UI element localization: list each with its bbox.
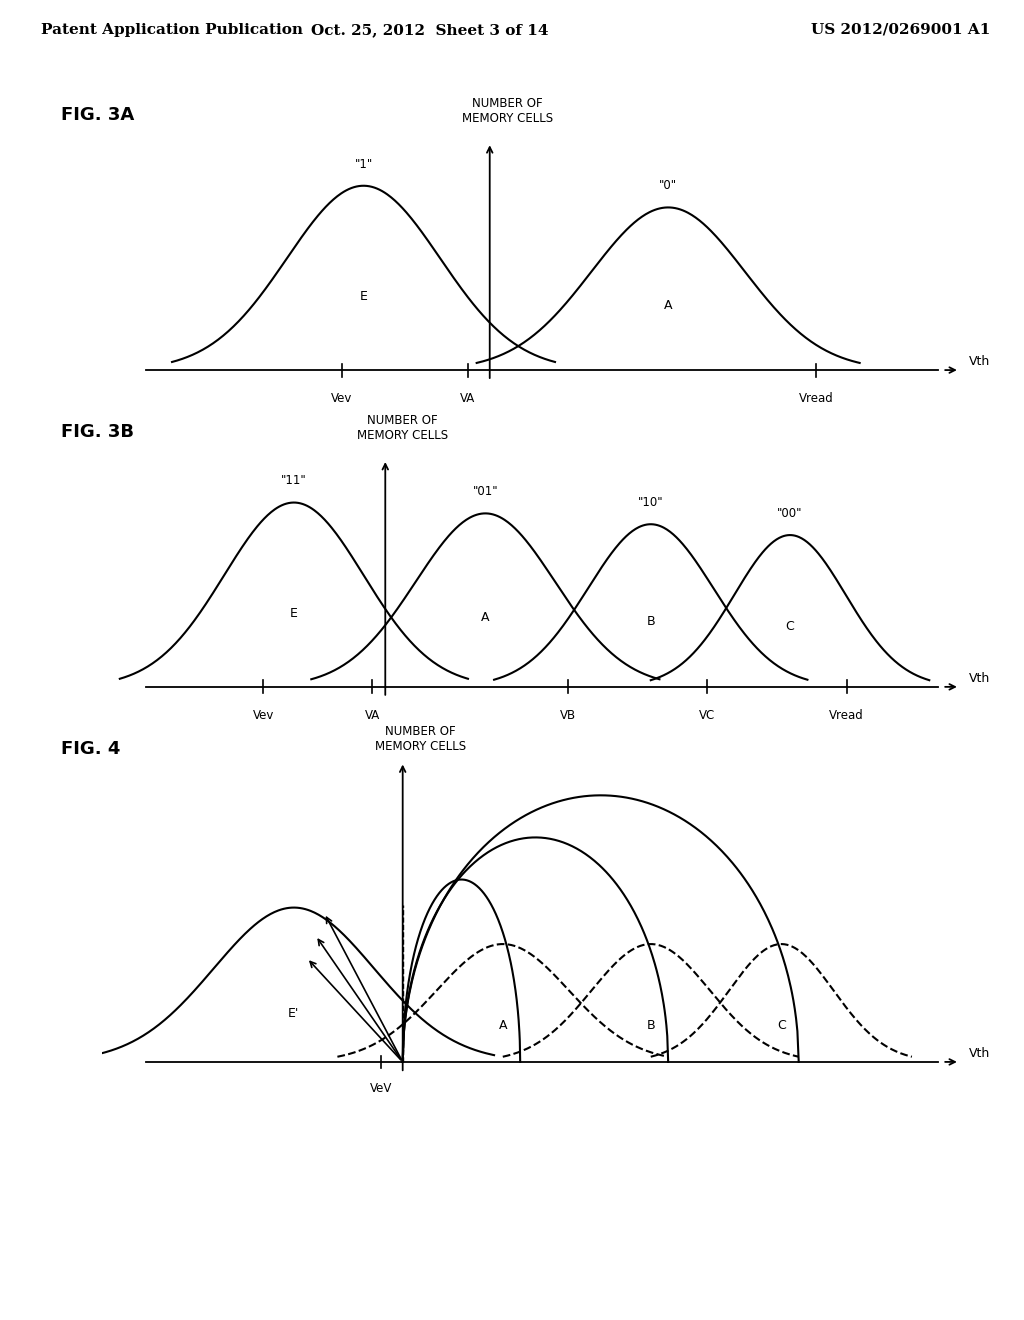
Text: "1": "1" (354, 157, 373, 170)
Text: FIG. 4: FIG. 4 (61, 741, 121, 758)
Text: FIG. 3B: FIG. 3B (61, 424, 134, 441)
Text: "01": "01" (472, 486, 499, 498)
Text: VB: VB (560, 709, 577, 722)
Text: Vth: Vth (969, 1047, 990, 1060)
Text: Vread: Vread (829, 709, 864, 722)
Text: E': E' (288, 1007, 300, 1020)
Text: VeV: VeV (370, 1081, 392, 1094)
Text: Vev: Vev (331, 392, 352, 405)
Text: C: C (785, 619, 795, 632)
Text: B: B (646, 615, 655, 628)
Text: "11": "11" (281, 474, 307, 487)
Text: "0": "0" (659, 180, 677, 193)
Text: B: B (646, 1019, 655, 1032)
Text: FIG. 3A: FIG. 3A (61, 107, 135, 124)
Text: "00": "00" (777, 507, 803, 520)
Text: US 2012/0269001 A1: US 2012/0269001 A1 (811, 22, 991, 37)
Text: NUMBER OF
MEMORY CELLS: NUMBER OF MEMORY CELLS (357, 414, 449, 442)
Text: "10": "10" (638, 496, 664, 510)
Text: A: A (481, 611, 489, 624)
Text: Oct. 25, 2012  Sheet 3 of 14: Oct. 25, 2012 Sheet 3 of 14 (311, 22, 549, 37)
Text: NUMBER OF
MEMORY CELLS: NUMBER OF MEMORY CELLS (462, 98, 553, 125)
Text: Vth: Vth (969, 355, 990, 368)
Text: Vth: Vth (969, 672, 990, 685)
Text: VA: VA (365, 709, 380, 722)
Text: C: C (777, 1019, 785, 1032)
Text: A: A (499, 1019, 507, 1032)
Text: E: E (359, 290, 368, 302)
Text: VC: VC (699, 709, 716, 722)
Text: Vev: Vev (253, 709, 274, 722)
Text: E: E (290, 607, 298, 619)
Text: Vread: Vread (799, 392, 834, 405)
Text: VA: VA (461, 392, 475, 405)
Text: NUMBER OF
MEMORY CELLS: NUMBER OF MEMORY CELLS (375, 725, 466, 754)
Text: A: A (664, 298, 673, 312)
Text: Patent Application Publication: Patent Application Publication (41, 22, 303, 37)
